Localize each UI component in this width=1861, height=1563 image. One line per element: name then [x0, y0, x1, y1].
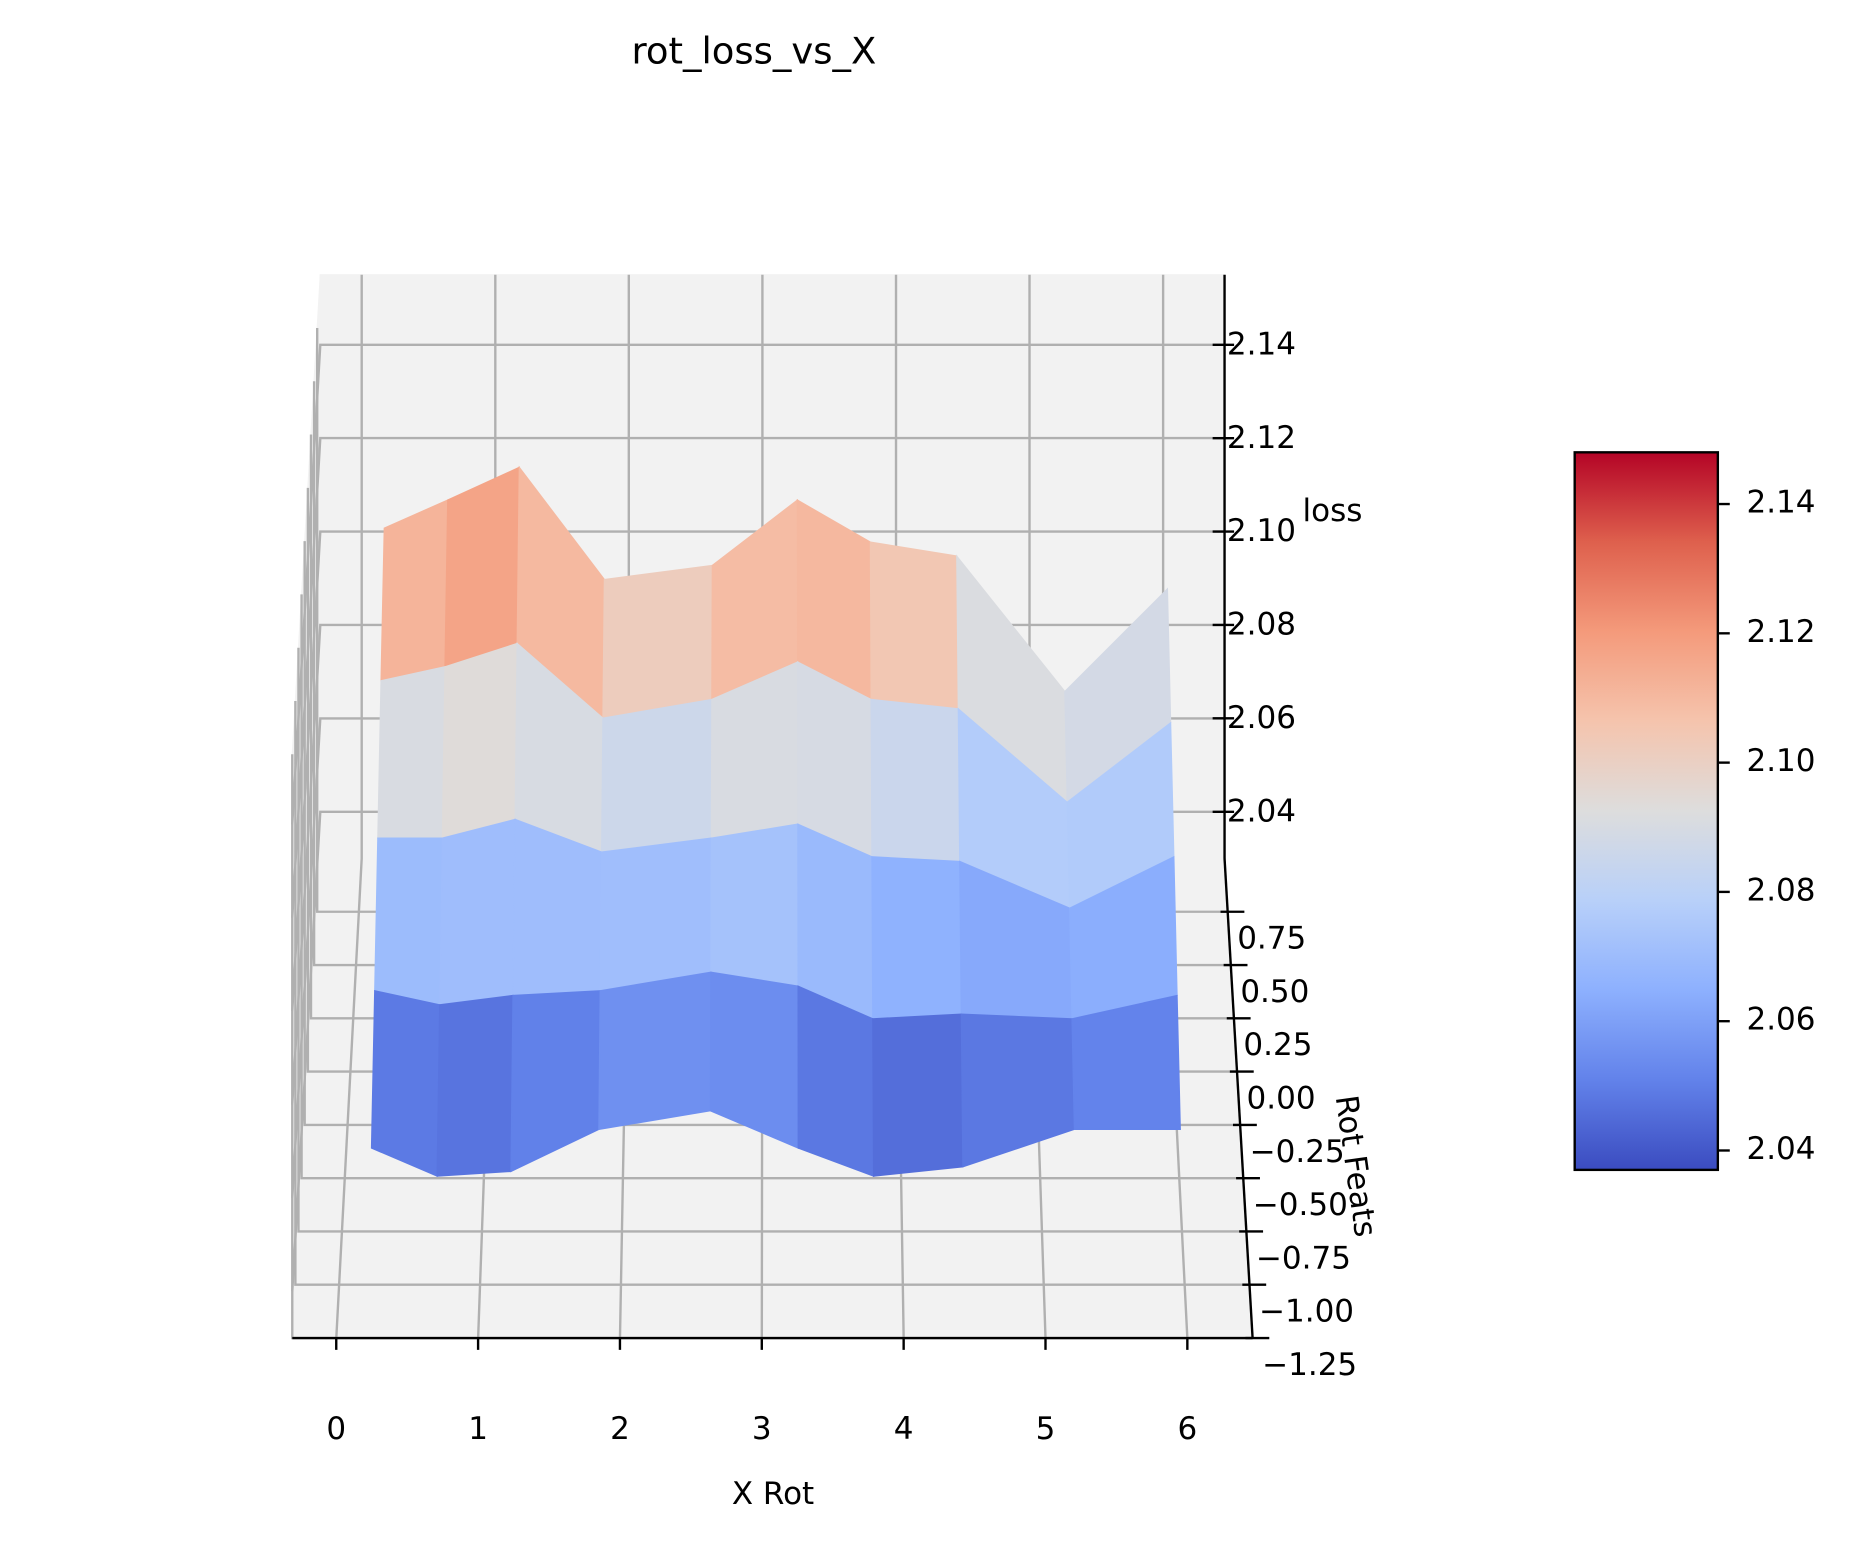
surface-facet [710, 823, 799, 987]
x-tick-label: 6 [1177, 1411, 1197, 1447]
surface-facet [444, 466, 520, 668]
colorbar-tick-label: 2.08 [1746, 872, 1815, 908]
z-tick-label: 2.04 [1227, 794, 1296, 830]
y-tick-label: 0.50 [1240, 974, 1309, 1010]
y-tick-label: 0.75 [1237, 921, 1306, 957]
surface-facet [871, 856, 962, 1020]
surface-facet [380, 499, 449, 682]
colorbar [1573, 451, 1720, 1172]
y-tick-label: 0.25 [1243, 1027, 1312, 1063]
surface-facet [436, 994, 514, 1177]
surface-facet [872, 1013, 964, 1177]
surface-facet [870, 698, 961, 863]
surface-facet [601, 698, 713, 853]
grid-line [291, 530, 1225, 1012]
x-tick-label: 3 [752, 1411, 772, 1447]
x-axis-label: X Rot [732, 1476, 814, 1512]
y-axis-line [1223, 858, 1254, 1339]
grid-line [291, 343, 1225, 825]
colorbar-tick-label: 2.04 [1746, 1131, 1815, 1167]
grid-line [291, 436, 1225, 918]
surface-facet [377, 666, 446, 839]
colorbar-tick-label: 2.12 [1746, 614, 1815, 650]
y-tick-label: −0.25 [1250, 1134, 1345, 1170]
y-tick-label: −1.00 [1259, 1294, 1354, 1330]
surface-facet [602, 564, 713, 719]
surface-facet [1071, 994, 1181, 1130]
grid-line [300, 594, 1244, 1180]
colorbar-tick-label: 2.14 [1746, 485, 1815, 521]
surface-facet [598, 971, 712, 1131]
surface-facet [797, 985, 875, 1178]
surface-facet [869, 541, 959, 710]
surface-facet [370, 989, 441, 1178]
surface-facet [797, 823, 874, 1020]
z-axis-label: loss [1303, 493, 1363, 529]
z-tick-label: 2.12 [1227, 420, 1296, 456]
grid-line [294, 700, 1250, 1286]
y-tick-label: −0.75 [1256, 1240, 1351, 1276]
chart-title: rot_loss_vs_X [632, 30, 877, 73]
z-tick-label: 2.06 [1227, 700, 1296, 736]
colorbar-tick-label: 2.10 [1746, 743, 1815, 779]
surface-facet [599, 837, 712, 992]
z-tick-label: 2.10 [1227, 513, 1296, 549]
y-tick-label: −0.50 [1253, 1187, 1348, 1223]
x-tick-label: 5 [1036, 1411, 1056, 1447]
colorbar-tick-label: 2.06 [1746, 1002, 1815, 1038]
x-tick-label: 2 [610, 1411, 630, 1447]
z-tick-label: 2.14 [1227, 327, 1296, 363]
y-tick-label: −1.25 [1262, 1347, 1357, 1383]
y-tick-label: 0.00 [1247, 1081, 1316, 1117]
grid-line [297, 647, 1247, 1233]
surface-facet [441, 642, 518, 839]
x-tick-label: 4 [894, 1411, 914, 1447]
surface-facet [374, 837, 443, 1006]
z-tick-label: 2.08 [1227, 607, 1296, 643]
surface-facet [439, 818, 516, 1006]
x-tick-label: 0 [326, 1411, 346, 1447]
x-tick-label: 1 [468, 1411, 488, 1447]
